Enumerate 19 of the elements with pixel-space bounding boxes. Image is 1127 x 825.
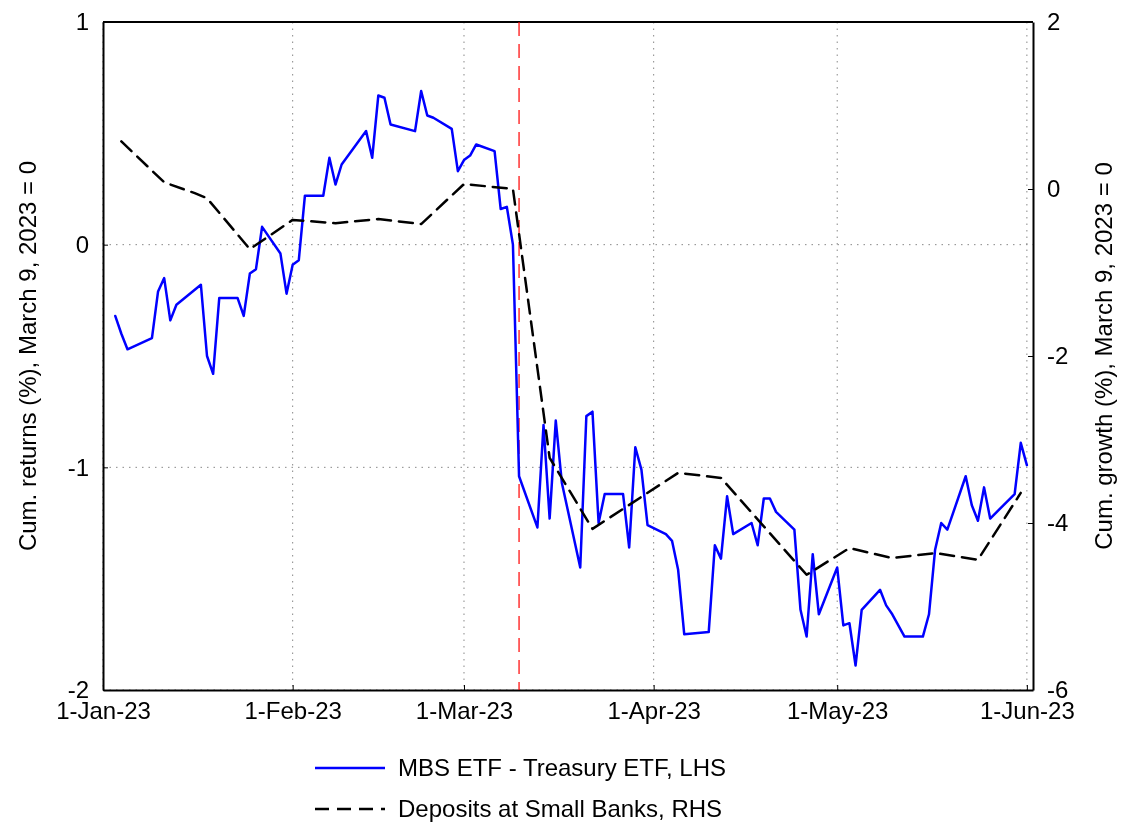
x-tick-label: 1-May-23: [787, 697, 889, 725]
y-axis-title: Cum. returns (%), March 9, 2023 = 0: [14, 160, 41, 552]
y2-tick-label: -4: [1047, 509, 1069, 537]
legend-label: MBS ETF - Treasury ETF, LHS: [398, 754, 727, 781]
y-tick-label: 0: [75, 230, 89, 258]
y2-tick-label: -2: [1047, 342, 1069, 370]
x-tick-label: 1-Jun-23: [980, 697, 1075, 725]
y2-tick-label: 2: [1047, 8, 1061, 36]
legend-label: Deposits at Small Banks, RHS: [398, 795, 723, 822]
y-tick-label: -1: [67, 453, 89, 481]
y2-tick-label: 0: [1047, 175, 1061, 203]
x-tick-label: 1-Jan-23: [56, 697, 151, 725]
x-tick-label: 1-Mar-23: [415, 697, 514, 725]
y-tick-label: 1: [75, 8, 89, 36]
x-tick-label: 1-Feb-23: [244, 697, 342, 725]
y2-axis-title: Cum. growth (%), March 9, 2023 = 0: [1090, 162, 1117, 550]
x-tick-label: 1-Apr-23: [607, 697, 701, 725]
line-series: [120, 140, 1023, 577]
line-series: [113, 89, 1029, 667]
